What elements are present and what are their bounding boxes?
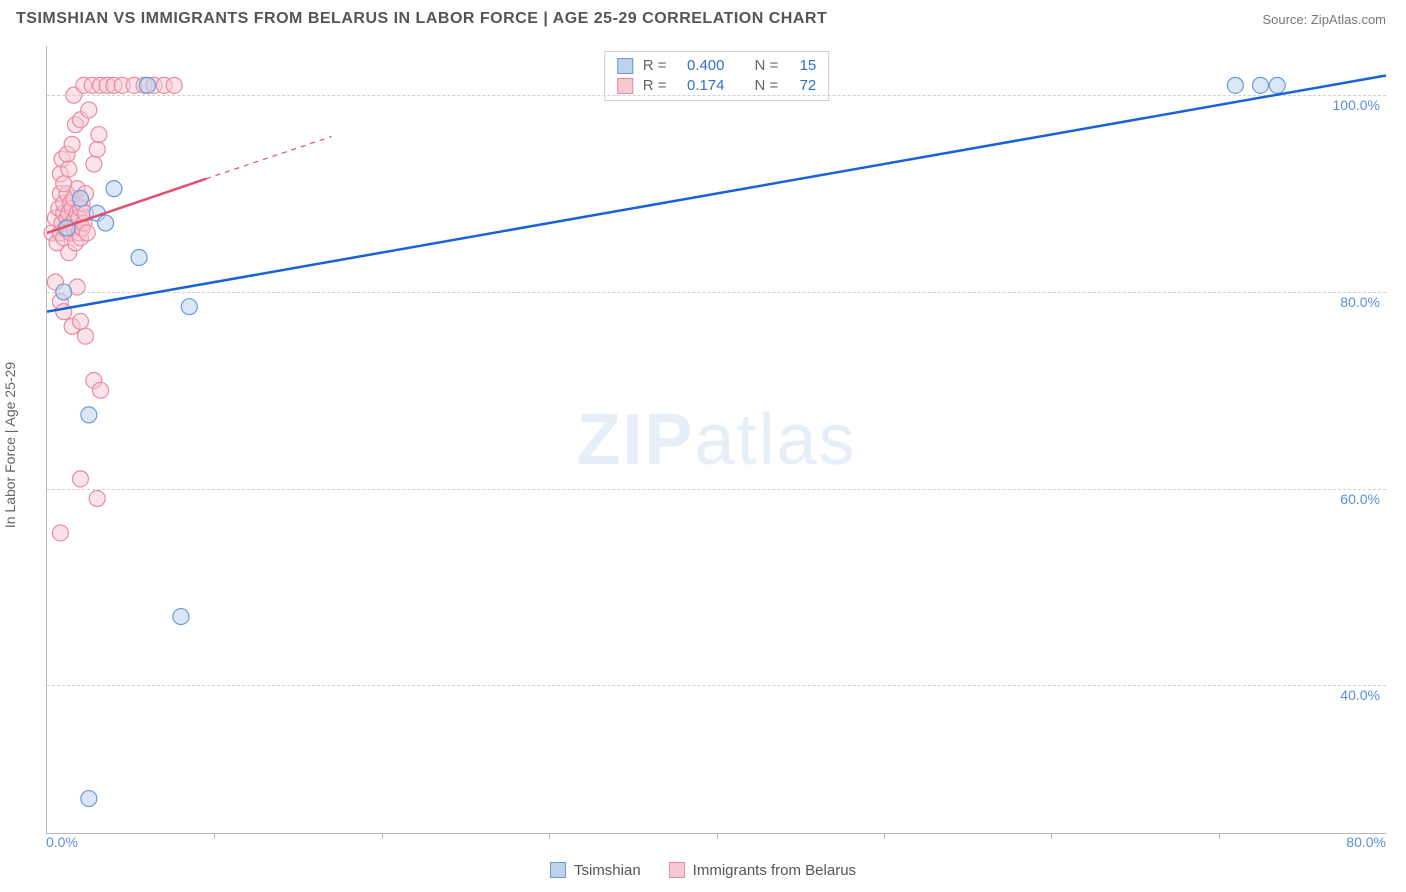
x-tick bbox=[1051, 833, 1052, 839]
legend-label: Tsimshian bbox=[574, 862, 641, 879]
scatter-point bbox=[1252, 77, 1268, 93]
x-axis-origin-label: 0.0% bbox=[46, 834, 78, 850]
chart-area: In Labor Force | Age 25-29 ZIPatlas R = … bbox=[0, 40, 1406, 850]
scatter-point bbox=[173, 609, 189, 625]
legend-label: Immigrants from Belarus bbox=[693, 862, 856, 879]
y-tick-label: 80.0% bbox=[1340, 294, 1380, 310]
plot-svg bbox=[47, 46, 1386, 833]
scatter-point bbox=[131, 250, 147, 266]
scatter-point bbox=[52, 525, 68, 541]
x-tick bbox=[549, 833, 550, 839]
chart-source: Source: ZipAtlas.com bbox=[1262, 12, 1386, 27]
scatter-point bbox=[79, 225, 95, 241]
y-tick-label: 100.0% bbox=[1333, 97, 1380, 113]
scatter-point bbox=[81, 791, 97, 807]
y-tick-label: 60.0% bbox=[1340, 491, 1380, 507]
bottom-legend: Tsimshian Immigrants from Belarus bbox=[0, 854, 1406, 886]
x-tick bbox=[382, 833, 383, 839]
scatter-point bbox=[89, 491, 105, 507]
scatter-point bbox=[166, 77, 182, 93]
scatter-point bbox=[64, 136, 80, 152]
scatter-point bbox=[89, 141, 105, 157]
trend-line bbox=[47, 76, 1386, 312]
scatter-point bbox=[81, 407, 97, 423]
scatter-point bbox=[77, 328, 93, 344]
scatter-point bbox=[98, 215, 114, 231]
scatter-point bbox=[106, 181, 122, 197]
scatter-point bbox=[81, 102, 97, 118]
scatter-point bbox=[56, 284, 72, 300]
legend-swatch-pink bbox=[669, 862, 685, 878]
x-tick bbox=[717, 833, 718, 839]
legend-item: Immigrants from Belarus bbox=[669, 862, 856, 879]
scatter-point bbox=[72, 190, 88, 206]
scatter-point bbox=[181, 299, 197, 315]
scatter-point bbox=[72, 313, 88, 329]
scatter-point bbox=[56, 176, 72, 192]
chart-header: TSIMSHIAN VS IMMIGRANTS FROM BELARUS IN … bbox=[0, 0, 1406, 40]
scatter-point bbox=[93, 382, 109, 398]
scatter-point bbox=[72, 471, 88, 487]
chart-title: TSIMSHIAN VS IMMIGRANTS FROM BELARUS IN … bbox=[16, 10, 827, 28]
scatter-point bbox=[56, 304, 72, 320]
y-tick-label: 40.0% bbox=[1340, 687, 1380, 703]
scatter-point bbox=[1269, 77, 1285, 93]
scatter-point bbox=[61, 161, 77, 177]
plot-area: ZIPatlas R = 0.400 N = 15 R = 0.174 N = … bbox=[46, 46, 1386, 834]
legend-swatch-blue bbox=[550, 862, 566, 878]
x-axis-end-label: 80.0% bbox=[1346, 834, 1386, 850]
scatter-point bbox=[139, 77, 155, 93]
scatter-point bbox=[91, 127, 107, 143]
x-tick bbox=[1219, 833, 1220, 839]
x-tick bbox=[214, 833, 215, 839]
scatter-point bbox=[86, 156, 102, 172]
y-axis-label: In Labor Force | Age 25-29 bbox=[2, 362, 18, 528]
trend-line-extension bbox=[206, 137, 332, 179]
scatter-point bbox=[1227, 77, 1243, 93]
legend-item: Tsimshian bbox=[550, 862, 641, 879]
x-tick bbox=[884, 833, 885, 839]
